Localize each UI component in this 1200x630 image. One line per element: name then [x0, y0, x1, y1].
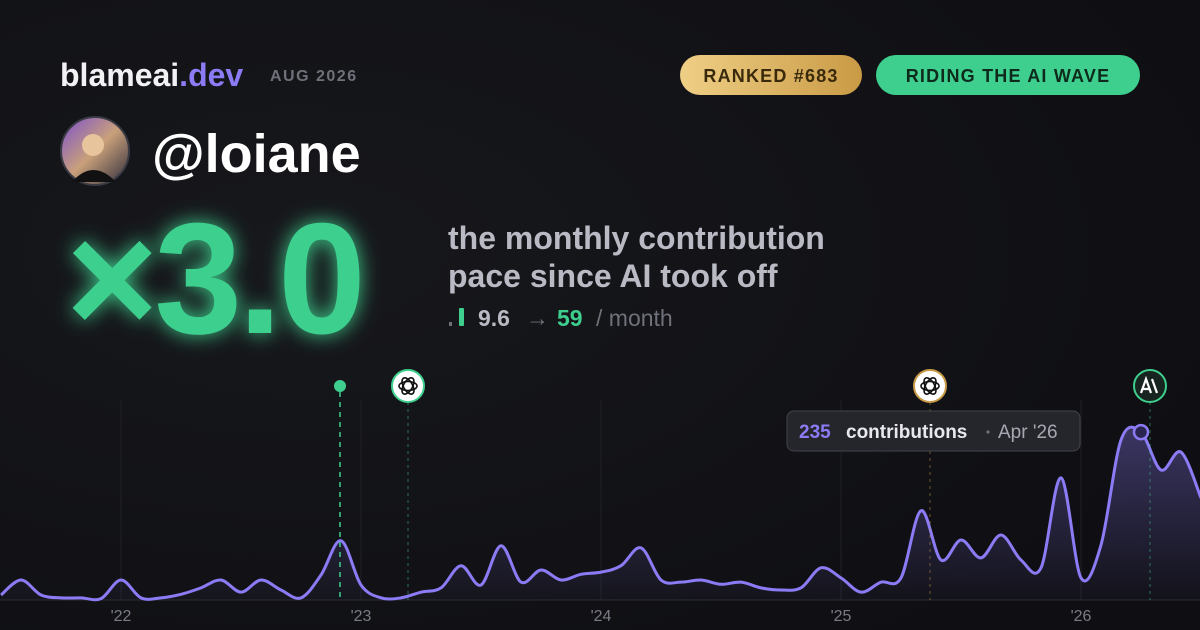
anthropic-icon	[1133, 369, 1167, 403]
anthropic-logo	[1139, 375, 1159, 394]
x-tick-label: '26	[1071, 608, 1092, 625]
tooltip-date: Apr '26	[998, 422, 1058, 443]
brand: blameai.dev	[60, 57, 243, 93]
rank-badge-text: RANKED #683	[703, 66, 838, 86]
rank-badge	[680, 55, 862, 95]
event-dot	[334, 380, 346, 392]
x-tick-label: '22	[111, 608, 132, 625]
line	[0, 425, 1200, 602]
x-tick-label: '25	[831, 608, 852, 625]
x-tick-label: '23	[351, 608, 372, 625]
pace-after: 59	[557, 305, 583, 331]
mini-bar	[449, 322, 452, 326]
avatar-face	[82, 134, 104, 156]
openai-logo	[398, 377, 418, 395]
brand-name: blameai	[60, 57, 179, 93]
wave-badge	[876, 55, 1140, 95]
tooltip-label: contributions	[846, 422, 967, 443]
multiplier: ×3.0	[66, 191, 362, 367]
handle: @loiane	[152, 124, 361, 184]
mini-bar	[459, 308, 464, 326]
tooltip-value: 235	[799, 422, 831, 443]
separator	[986, 430, 990, 434]
description-line: the monthly contribution	[448, 220, 825, 256]
tooltip-box	[786, 410, 1081, 452]
highlight-point	[1132, 423, 1150, 441]
x-tick-label: '24	[591, 608, 612, 625]
openai-logo	[920, 377, 940, 395]
date: AUG 2026	[270, 68, 358, 85]
area	[1, 427, 1200, 600]
pace-arrow: →	[526, 305, 549, 331]
wave-badge-text: RIDING THE AI WAVE	[906, 66, 1111, 86]
events	[334, 369, 1167, 600]
description-line: pace since AI took off	[448, 258, 778, 294]
tooltip: 235 contributions Apr '26	[786, 410, 1081, 452]
avatar-body	[72, 170, 116, 182]
brand-tld: .dev	[179, 57, 243, 93]
pace-unit: / month	[596, 305, 673, 331]
chart: '22 '23 '24 '25 '26	[0, 400, 1200, 625]
openai-icon	[391, 369, 425, 403]
pace-before: 9.6	[478, 305, 510, 331]
openai-icon	[913, 369, 947, 403]
